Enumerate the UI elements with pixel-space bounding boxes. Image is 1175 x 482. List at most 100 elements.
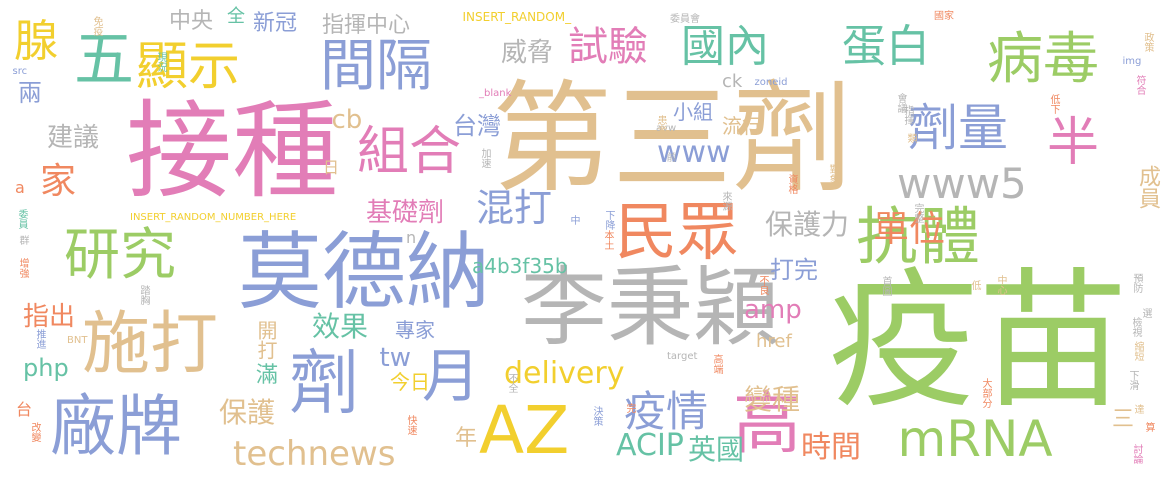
- word: 開打: [254, 320, 278, 360]
- word: 縮短: [1132, 341, 1143, 361]
- word: php: [23, 354, 69, 382]
- word: 變種: [744, 383, 801, 416]
- word: 符合: [1134, 75, 1145, 95]
- word: 低下: [1048, 94, 1059, 114]
- word: www5: [897, 159, 1027, 208]
- word: www: [657, 135, 731, 170]
- word: 新冠: [253, 11, 298, 36]
- word: img: [1122, 56, 1142, 67]
- word: 劑: [289, 342, 359, 424]
- word: amp: [744, 295, 802, 325]
- word: 混打: [476, 186, 553, 230]
- word: 檢視: [1130, 317, 1141, 337]
- word: 現況: [155, 52, 166, 72]
- word: 不良: [757, 275, 768, 295]
- word: cb: [331, 105, 363, 135]
- word: 三: [1112, 407, 1135, 432]
- word: 達: [1132, 404, 1143, 414]
- word: 完整: [912, 203, 923, 223]
- word: INSERT_RANDOM_: [462, 10, 572, 24]
- word: 下降: [603, 210, 614, 230]
- word: 接種: [126, 90, 338, 213]
- word: 滿: [256, 363, 279, 388]
- word: AZ: [479, 392, 570, 469]
- word: n: [406, 228, 417, 247]
- word: 患者: [655, 115, 666, 135]
- word: 研究: [64, 223, 176, 288]
- word: 本土: [602, 230, 613, 250]
- word: delivery: [504, 356, 625, 391]
- word: 指揮中心: [322, 13, 411, 38]
- word: 免疫: [91, 16, 102, 36]
- word: 月: [422, 342, 481, 410]
- word: 高端: [711, 354, 722, 374]
- word: 指出: [23, 302, 76, 332]
- word: 大部分: [980, 378, 991, 408]
- word: 快速: [405, 415, 416, 435]
- word: 疫苗: [828, 255, 1129, 429]
- word: avw: [656, 123, 677, 134]
- word: 前: [664, 152, 675, 162]
- word: BNT: [67, 335, 88, 346]
- word: 保護: [219, 396, 276, 429]
- word: 病毒: [987, 27, 1099, 92]
- word: tw: [379, 343, 411, 373]
- word: src: [12, 66, 28, 77]
- word: 兩: [18, 79, 42, 107]
- word: 民眾: [615, 195, 740, 268]
- word: 完: [624, 403, 635, 413]
- word: 指揮: [902, 105, 913, 125]
- word: 推進: [34, 329, 45, 349]
- word: 抗體: [856, 200, 981, 273]
- word: 低: [969, 280, 980, 290]
- word: 年: [455, 426, 478, 451]
- word: 英國: [688, 433, 745, 466]
- word: 莫德納: [238, 223, 491, 321]
- word: 算: [1143, 422, 1154, 432]
- word: 增強: [17, 258, 28, 278]
- word: 改變: [29, 422, 40, 442]
- word: 下滑: [1127, 370, 1138, 390]
- word: INSERT_RANDOM_NUMBER_HERE: [130, 212, 297, 223]
- word: 來源: [720, 191, 731, 211]
- word: 台: [16, 400, 33, 419]
- word: 成員: [1135, 165, 1160, 209]
- word: 加速: [479, 148, 490, 168]
- word: 第三劑: [492, 70, 852, 209]
- word: zoneid: [754, 77, 788, 88]
- word: 類: [905, 133, 916, 143]
- word: 李秉穎: [521, 258, 779, 358]
- word: 保護力: [765, 208, 850, 241]
- word: 高: [733, 385, 802, 464]
- word: 群: [17, 235, 28, 245]
- word: 蛋白: [842, 21, 930, 72]
- word: 劑量: [908, 99, 1008, 157]
- word: 資格: [786, 174, 797, 194]
- word: 效果: [312, 310, 369, 343]
- word: 討論: [1131, 444, 1142, 464]
- word: 試驗: [568, 24, 648, 70]
- word: 日: [323, 158, 340, 177]
- word: 委員: [16, 209, 27, 229]
- word: 建議: [47, 123, 100, 153]
- word: 委員會: [670, 14, 700, 25]
- word: 五: [74, 25, 134, 95]
- word: 台灣: [453, 112, 501, 140]
- word: ACIP: [616, 428, 684, 463]
- word: 對象: [827, 164, 838, 184]
- word: 全: [227, 6, 245, 27]
- word: 今日: [390, 370, 430, 394]
- word: 預防: [1131, 273, 1142, 293]
- word: 會議: [895, 93, 906, 113]
- word: 流行: [722, 114, 762, 138]
- word: href: [756, 331, 792, 352]
- word: 時間: [801, 430, 861, 465]
- word: mRNA: [897, 410, 1053, 468]
- word: 小組: [673, 100, 713, 124]
- word: 組合: [357, 122, 462, 182]
- word: technews: [233, 434, 396, 474]
- word: 施打: [82, 305, 219, 384]
- word: ck: [722, 71, 743, 92]
- word: 國家: [934, 11, 954, 22]
